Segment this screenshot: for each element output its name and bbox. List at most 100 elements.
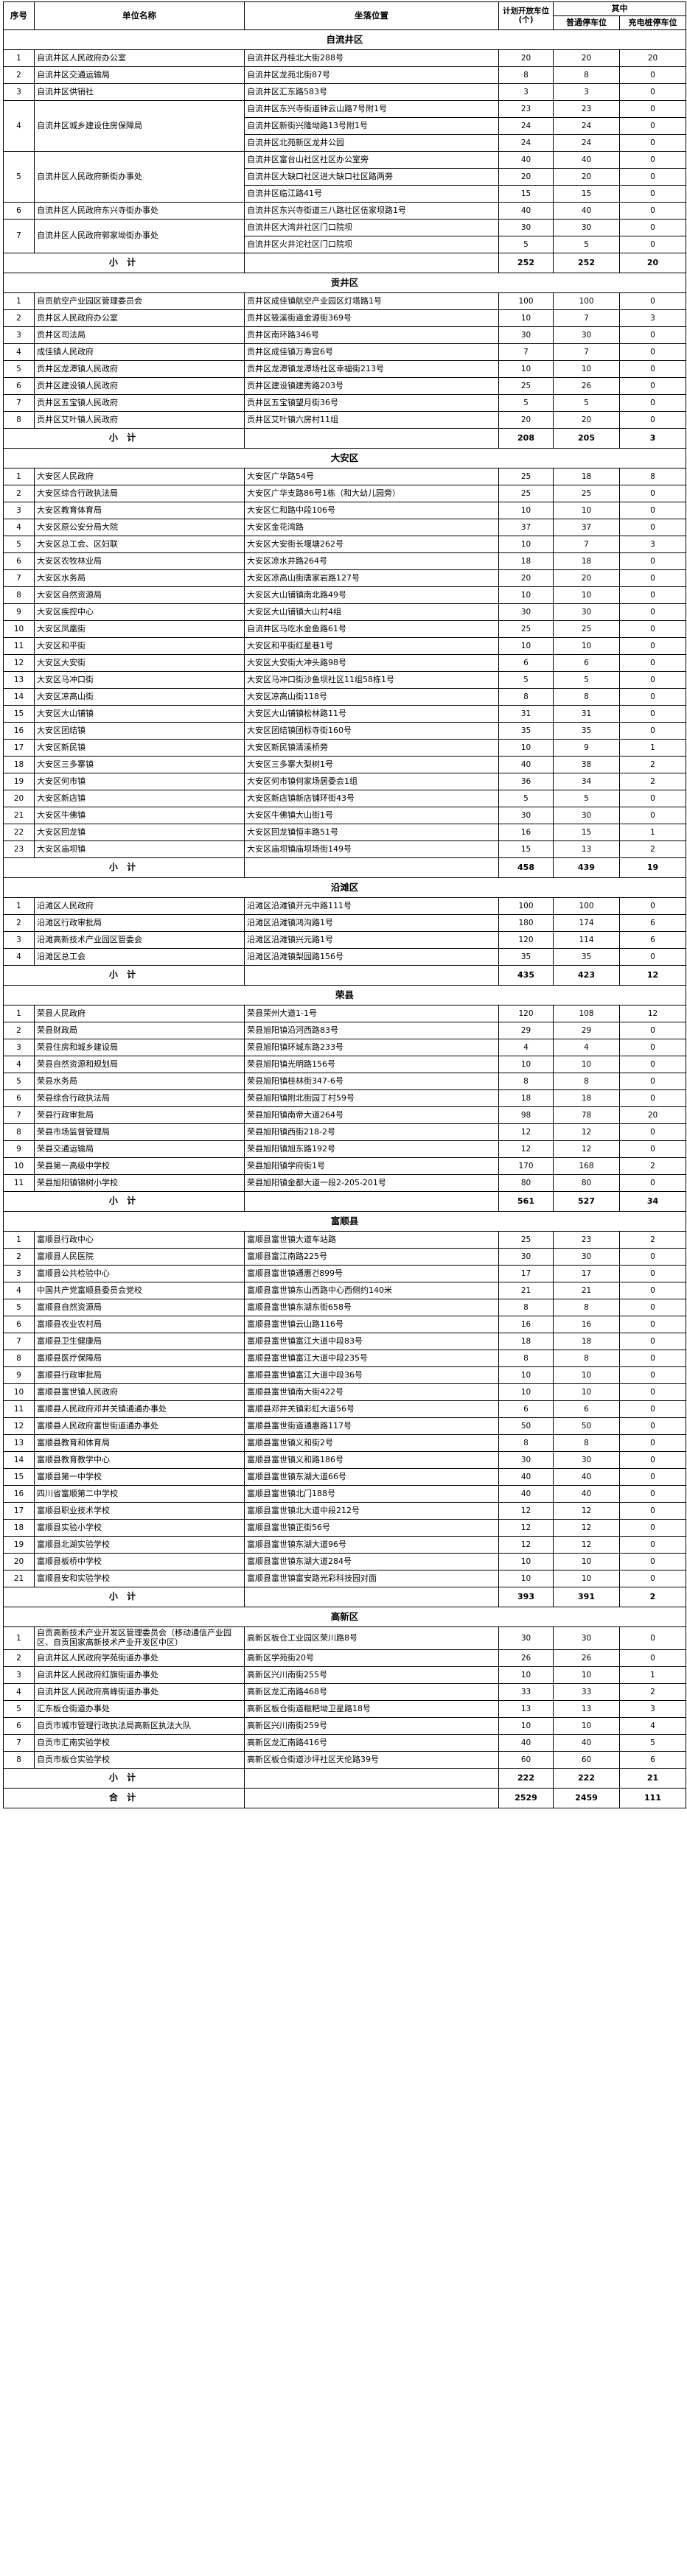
row-location: 富顺县富世镇南大街422号 — [244, 1383, 499, 1401]
row-charging-spaces: 0 — [619, 343, 686, 361]
row-charging-spaces: 0 — [619, 620, 686, 638]
row-location: 富顺县富世镇义和街2号 — [244, 1434, 499, 1452]
row-planned-spaces: 40 — [498, 1468, 554, 1486]
subtotal-spacer — [244, 1191, 499, 1212]
row-charging-spaces: 0 — [619, 1519, 686, 1537]
row-planned-spaces: 100 — [498, 292, 554, 310]
row-normal-spaces: 108 — [553, 1005, 620, 1022]
row-unit-name: 大安区凤凰街 — [34, 620, 245, 638]
row-location: 自流井区大缺口社区进大缺口社区路两旁 — [244, 168, 499, 186]
row-unit-name: 大安区综合行政执法局 — [34, 485, 245, 502]
row-normal-spaces: 8 — [553, 1073, 620, 1090]
row-charging-spaces: 2 — [619, 1157, 686, 1175]
row-index: 10 — [3, 620, 35, 638]
row-location: 自流井区汇东路583号 — [244, 83, 499, 101]
table-row: 9 荣县交通运输局 荣县旭阳镇旭东路192号 12 12 0 — [3, 1140, 686, 1158]
row-charging-spaces: 0 — [619, 1417, 686, 1435]
row-charging-spaces: 2 — [619, 773, 686, 790]
row-index: 12 — [3, 1417, 35, 1435]
subtotal-charging-spaces: 2 — [619, 1587, 686, 1607]
table-row: 4 中国共产党富顺县委员会党校 富顺县富世镇东山西路中心西侧约140米 21 21 0 — [3, 1282, 686, 1299]
region-banner-row: 大安区 — [3, 448, 686, 468]
row-location: 大安区三多寨大梨树1号 — [244, 756, 499, 773]
row-location: 富顺县富世镇云山路116号 — [244, 1316, 499, 1333]
row-normal-spaces: 80 — [553, 1174, 620, 1192]
row-charging-spaces: 0 — [619, 1299, 686, 1316]
row-unit-name: 贡井区龙潭镇人民政府 — [34, 360, 245, 378]
row-unit-name: 大安区自然资源局 — [34, 586, 245, 604]
row-normal-spaces: 10 — [553, 1383, 620, 1401]
row-charging-spaces: 1 — [619, 1666, 686, 1684]
row-normal-spaces: 174 — [553, 914, 620, 932]
row-unit-name: 大安区三多寨镇 — [34, 756, 245, 773]
row-normal-spaces: 30 — [553, 219, 620, 236]
row-planned-spaces: 10 — [498, 586, 554, 604]
row-location: 大安区凉水井路264号 — [244, 552, 499, 570]
row-location: 自流井区东兴寺街道钟云山路7号附1号 — [244, 100, 499, 118]
table-row: 5 贡井区龙潭镇人民政府 贡井区龙潭镇龙潭场社区幸福街213号 10 10 0 — [3, 360, 686, 378]
row-location: 荣县旭阳镇学府街1号 — [244, 1157, 499, 1175]
row-normal-spaces: 5 — [553, 790, 620, 807]
row-normal-spaces: 10 — [553, 1056, 620, 1073]
row-unit-name: 自贡航空产业园区管理委员会 — [34, 292, 245, 310]
row-unit-name: 成佳镇人民政府 — [34, 343, 245, 361]
row-planned-spaces: 40 — [498, 1485, 554, 1503]
row-normal-spaces: 15 — [553, 185, 620, 203]
row-index: 13 — [3, 671, 35, 689]
row-location: 富顺县富世街道通惠路117号 — [244, 1417, 499, 1435]
row-unit-name: 富顺县医疗保障局 — [34, 1350, 245, 1367]
row-unit-name: 大安区凉高山街 — [34, 688, 245, 706]
row-index: 8 — [3, 1123, 35, 1141]
table-row: 13 大安区马冲口街 大安区马冲口街沙鱼坝社区11组58栋1号 5 5 0 — [3, 671, 686, 689]
table-row: 9 富顺县行政审批局 富顺县富世镇富江大道中段36号 10 10 0 — [3, 1366, 686, 1384]
grand-total-spacer — [244, 1788, 499, 1808]
row-location: 大安区大安街长堰塘262号 — [244, 536, 499, 553]
subtotal-normal-spaces: 252 — [553, 253, 620, 273]
table-row: 11 大安区和平街 大安区和平街红星巷1号 10 10 0 — [3, 637, 686, 655]
row-unit-name: 富顺县安和实验学校 — [34, 1570, 245, 1587]
row-planned-spaces: 12 — [498, 1123, 554, 1141]
row-normal-spaces: 100 — [553, 897, 620, 915]
row-index: 2 — [3, 485, 35, 502]
row-unit-name: 贡井区建设镇人民政府 — [34, 377, 245, 395]
row-unit-name: 大安区大安街 — [34, 654, 245, 672]
subtotal-spacer — [244, 1587, 499, 1607]
table-row: 9 大安区疾控中心 大安区大山铺镇大山村4组 30 30 0 — [3, 603, 686, 621]
row-unit-name: 自贡高新技术产业开发区管理委员会（移动通信产业园区、自贡国家高新技术产业开发区中… — [34, 1626, 245, 1650]
row-charging-spaces: 0 — [619, 360, 686, 378]
row-planned-spaces: 170 — [498, 1157, 554, 1175]
row-index: 11 — [3, 1174, 35, 1192]
row-normal-spaces: 3 — [553, 83, 620, 101]
row-unit-name: 荣县水务局 — [34, 1073, 245, 1090]
row-normal-spaces: 7 — [553, 309, 620, 327]
parking-lot-table: 序号 单位名称 坐落位置 计划开放车位(个) 其中 普通停车位 充电桩停车位 自… — [3, 1, 686, 1808]
row-normal-spaces: 40 — [553, 202, 620, 220]
table-row: 1 富顺县行政中心 富顺县富世镇大道车站路 25 23 2 — [3, 1231, 686, 1249]
row-index: 15 — [3, 705, 35, 723]
row-unit-name: 大安区人民政府 — [34, 468, 245, 485]
table-row: 3 富顺县公共检验中心 富顺县富世镇通惠건899号 17 17 0 — [3, 1265, 686, 1282]
row-normal-spaces: 30 — [553, 326, 620, 344]
row-normal-spaces: 12 — [553, 1140, 620, 1158]
table-row: 7 大安区水务局 大安区凉高山街唐家岩路127号 20 20 0 — [3, 569, 686, 587]
table-row: 7 富顺县卫生健康局 富顺县富世镇富江大道中段83号 18 18 0 — [3, 1333, 686, 1350]
row-unit-name: 沿滩区总工会 — [34, 948, 245, 966]
table-row: 6 荣县综合行政执法局 荣县旭阳镇附北街园丁村59号 18 18 0 — [3, 1089, 686, 1107]
row-normal-spaces: 18 — [553, 1089, 620, 1107]
row-normal-spaces: 18 — [553, 552, 620, 570]
row-location: 沿滩区沿滩镇兴元路1号 — [244, 931, 499, 949]
region-title: 大安区 — [3, 448, 686, 468]
row-planned-spaces: 8 — [498, 1299, 554, 1316]
row-charging-spaces: 0 — [619, 83, 686, 101]
table-row: 12 富顺县人民政府富世街道通办事处 富顺县富世街道通惠路117号 50 50 0 — [3, 1417, 686, 1435]
row-normal-spaces: 24 — [553, 134, 620, 152]
row-index: 4 — [3, 948, 35, 966]
table-row: 15 富顺县第一中学校 富顺县富世镇东湖大道66号 40 40 0 — [3, 1468, 686, 1486]
row-index: 2 — [3, 914, 35, 932]
row-planned-spaces: 6 — [498, 654, 554, 672]
row-unit-name: 大安区马冲口街 — [34, 671, 245, 689]
table-row: 10 富顺县富世镇人民政府 富顺县富世镇南大街422号 10 10 0 — [3, 1383, 686, 1401]
row-charging-spaces: 0 — [619, 1434, 686, 1452]
row-charging-spaces: 0 — [619, 485, 686, 502]
row-unit-name: 自流井区人民政府新街办事处 — [34, 151, 245, 203]
